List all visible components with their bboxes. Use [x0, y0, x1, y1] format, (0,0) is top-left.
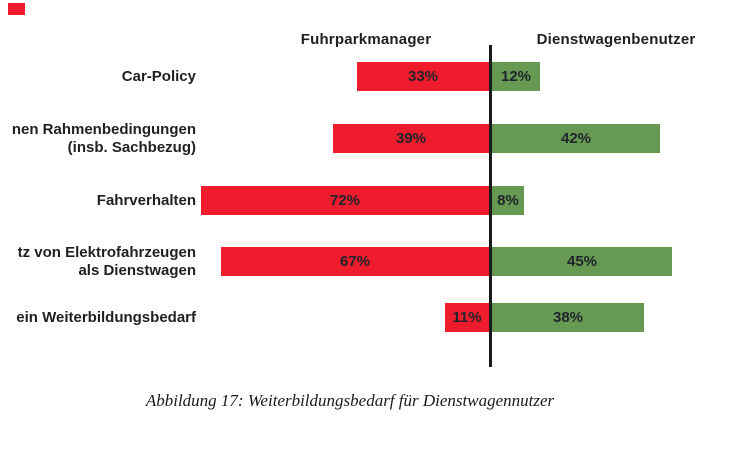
chart-row: ein Weiterbildungsbedarf 11% 38% — [0, 303, 731, 332]
left-bar: 72% — [201, 186, 489, 215]
right-bar: 38% — [492, 303, 644, 332]
value-label: 38% — [552, 309, 584, 326]
category-label-line: (insb. Sachbezug) — [67, 138, 196, 156]
chart-row: nen Rahmenbedingungen (insb. Sachbezug) 39… — [0, 121, 731, 156]
category-label-line: nen Rahmenbedingungen — [11, 120, 196, 138]
axis-divider-line — [489, 45, 492, 367]
chart-row: Fahrverhalten 72% 8% — [0, 186, 731, 215]
left-bar: 39% — [333, 124, 489, 153]
category-label: nen Rahmenbedingungen (insb. Sachbezug) — [0, 121, 196, 157]
category-label: Fahrverhalten — [0, 192, 196, 210]
value-label: 39% — [395, 130, 427, 147]
category-label-line: Fahrverhalten — [96, 191, 196, 209]
value-label: 8% — [497, 192, 519, 209]
category-label-line: tz von Elektrofahrzeugen — [17, 243, 196, 261]
right-bar: 8% — [492, 186, 524, 215]
category-label-line: ein Weiterbildungsbedarf — [16, 308, 196, 326]
right-bar: 45% — [492, 247, 672, 276]
right-bar: 12% — [492, 62, 540, 91]
value-label: 67% — [339, 253, 371, 270]
category-label: Car-Policy — [0, 68, 196, 86]
value-label: 12% — [500, 68, 532, 85]
category-label-line: als Dienstwagen — [78, 261, 196, 279]
left-bar: 67% — [221, 247, 489, 276]
category-label-line: Car-Policy — [121, 67, 196, 85]
page-corner-mark — [8, 3, 25, 15]
value-label: 42% — [560, 130, 592, 147]
value-label: 11% — [452, 309, 482, 326]
value-label: 45% — [566, 253, 598, 270]
chart-row: tz von Elektrofahrzeugen als Dienstwagen 6… — [0, 244, 731, 279]
right-series-header: Dienstwagenbenutzer — [536, 31, 696, 48]
right-bar: 42% — [492, 124, 660, 153]
left-series-header: Fuhrparkmanager — [300, 31, 432, 48]
category-label: ein Weiterbildungsbedarf — [0, 309, 196, 327]
value-label: 72% — [329, 192, 361, 209]
chart-row: Car-Policy 33% 12% — [0, 62, 731, 91]
category-label: tz von Elektrofahrzeugen als Dienstwagen — [0, 244, 196, 280]
left-bar: 33% — [357, 62, 489, 91]
figure-caption: Abbildung 17: Weiterbildungsbedarf für D… — [145, 391, 555, 410]
value-label: 33% — [407, 68, 439, 85]
left-bar: 11% — [445, 303, 489, 332]
